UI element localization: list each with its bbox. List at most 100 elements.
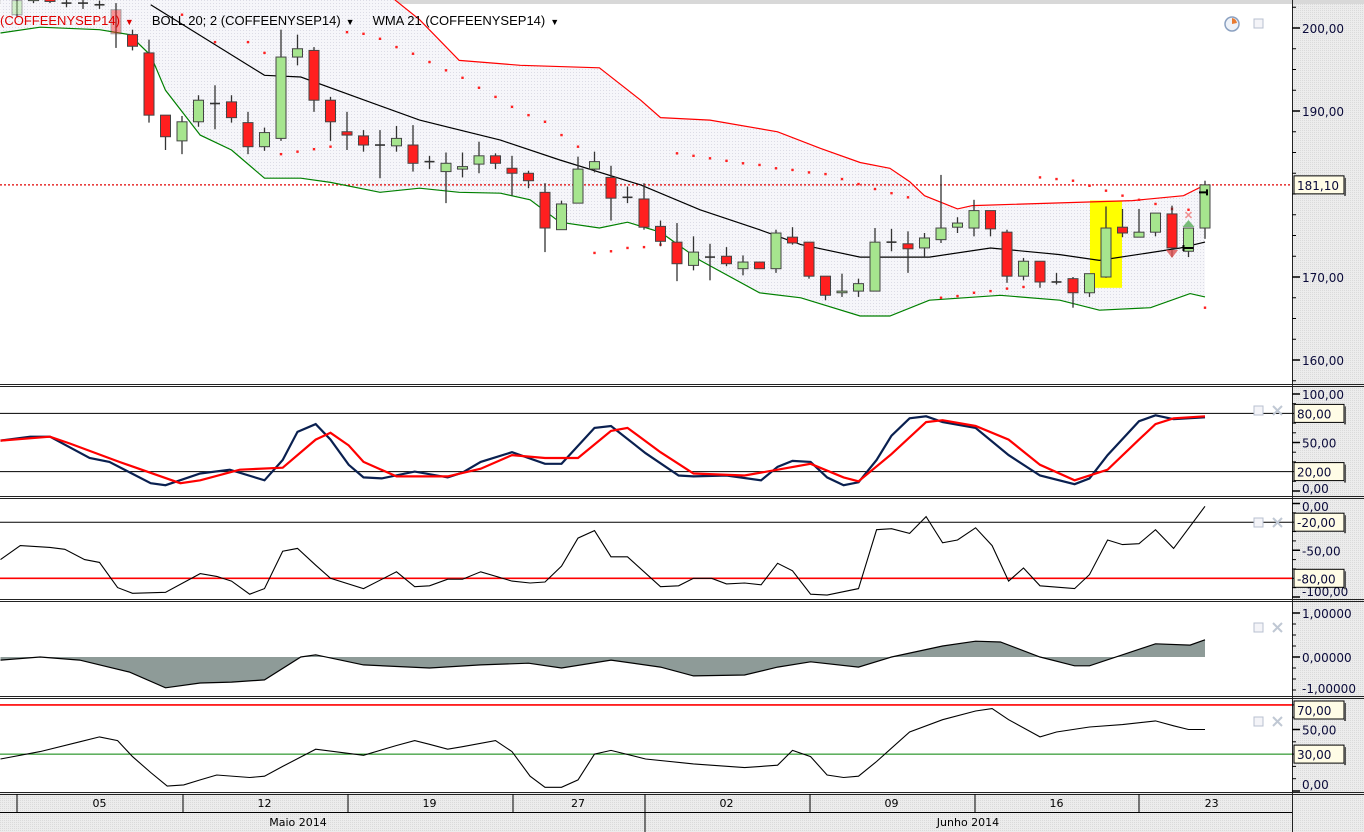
candle[interactable] [820,275,831,301]
candle[interactable] [803,241,815,279]
candle[interactable] [506,155,518,196]
candle[interactable] [1183,227,1194,258]
legend-symbol[interactable]: (COFFEENYSEP14) ▼ [0,13,134,28]
candle[interactable] [143,39,155,123]
last-price-label: 181,10 [1297,179,1339,193]
candle[interactable] [1067,277,1079,308]
candle[interactable] [1117,208,1128,238]
candle[interactable] [1133,208,1145,238]
close-icon[interactable] [1272,716,1283,727]
candle[interactable] [1166,205,1178,258]
maximize-icon[interactable] [1253,18,1264,29]
candle[interactable] [705,243,715,281]
candle[interactable] [737,255,749,276]
candle-body-up [1133,231,1145,238]
chart-settings-icon[interactable] [1224,16,1240,32]
candle[interactable] [490,153,501,170]
dropdown-caret-icon[interactable]: ▼ [550,17,560,27]
close-icon[interactable] [1272,517,1283,528]
candle[interactable] [61,0,72,8]
candle[interactable] [275,29,287,141]
candle[interactable] [193,95,204,127]
candle[interactable] [391,125,402,152]
candle[interactable] [985,210,996,237]
candle[interactable] [457,152,468,178]
candle[interactable] [622,186,633,204]
candle-body-up [737,261,749,270]
candle[interactable] [358,130,369,152]
candle[interactable] [952,217,963,234]
maximize-icon[interactable] [1253,517,1264,528]
candle[interactable] [572,156,584,204]
candle[interactable] [754,261,765,270]
legend-wma[interactable]: WMA 21 (COFFEENYSEP14) ▼ [373,13,560,28]
candle[interactable] [424,155,435,170]
candle[interactable] [1150,212,1161,237]
candle[interactable] [242,111,254,155]
candle[interactable] [853,278,864,297]
candle[interactable] [407,125,419,172]
candle[interactable] [919,233,930,258]
candle[interactable] [671,223,683,282]
dropdown-caret-icon[interactable]: ▼ [345,17,355,27]
y-tick-label: -1,00000 [1302,682,1356,696]
candle[interactable] [259,127,270,151]
maximize-icon[interactable] [1253,405,1264,416]
candle[interactable] [1199,180,1211,239]
candle[interactable] [308,47,320,112]
maximize-icon[interactable] [1253,716,1264,727]
candle[interactable] [721,247,732,267]
candle[interactable] [94,0,105,9]
candle[interactable] [341,111,353,151]
candle[interactable] [869,228,881,292]
candle[interactable] [325,96,336,141]
sar-dot [890,191,893,195]
candle-body-down [803,241,815,277]
candle[interactable] [160,114,171,151]
legend-bollinger[interactable]: BOLL 20; 2 (COFFEENYSEP14) ▼ [152,13,355,28]
candle[interactable] [556,200,567,231]
candle[interactable] [539,183,551,253]
candle[interactable] [1084,273,1095,297]
candle[interactable] [127,29,138,51]
dropdown-caret-icon[interactable]: ▼ [124,17,134,27]
candle[interactable] [1018,257,1029,281]
candle[interactable] [210,85,220,130]
candle[interactable] [375,130,385,179]
candle[interactable] [11,0,23,18]
candle[interactable] [292,34,303,66]
candle[interactable] [1034,260,1046,288]
candle-body-down [820,275,831,296]
candle[interactable] [110,3,122,48]
candle[interactable] [176,115,188,155]
candle[interactable] [1051,272,1062,285]
candle[interactable] [836,273,848,297]
maximize-icon[interactable] [1253,622,1264,633]
candle[interactable] [902,231,914,273]
candle[interactable] [787,227,798,245]
close-icon[interactable] [1272,405,1283,416]
candle[interactable] [770,229,782,273]
close-icon[interactable] [1272,622,1283,633]
candle[interactable] [589,151,600,173]
candle[interactable] [440,152,452,204]
candle[interactable] [1001,229,1013,283]
candle[interactable] [44,0,56,4]
candle[interactable] [886,228,897,252]
candle-body-up [193,99,204,123]
candle[interactable] [226,95,237,123]
candle[interactable] [1100,206,1112,278]
sar-dot [477,86,481,89]
candle[interactable] [638,183,650,230]
candle[interactable] [523,170,534,189]
candle[interactable] [473,141,485,174]
candle[interactable] [78,0,88,9]
candle[interactable] [935,174,947,243]
candle[interactable] [28,0,39,4]
candle[interactable] [655,220,666,247]
candle[interactable] [688,236,699,271]
sar-dot [263,51,266,55]
candle[interactable] [605,165,617,221]
candle[interactable] [968,199,980,237]
